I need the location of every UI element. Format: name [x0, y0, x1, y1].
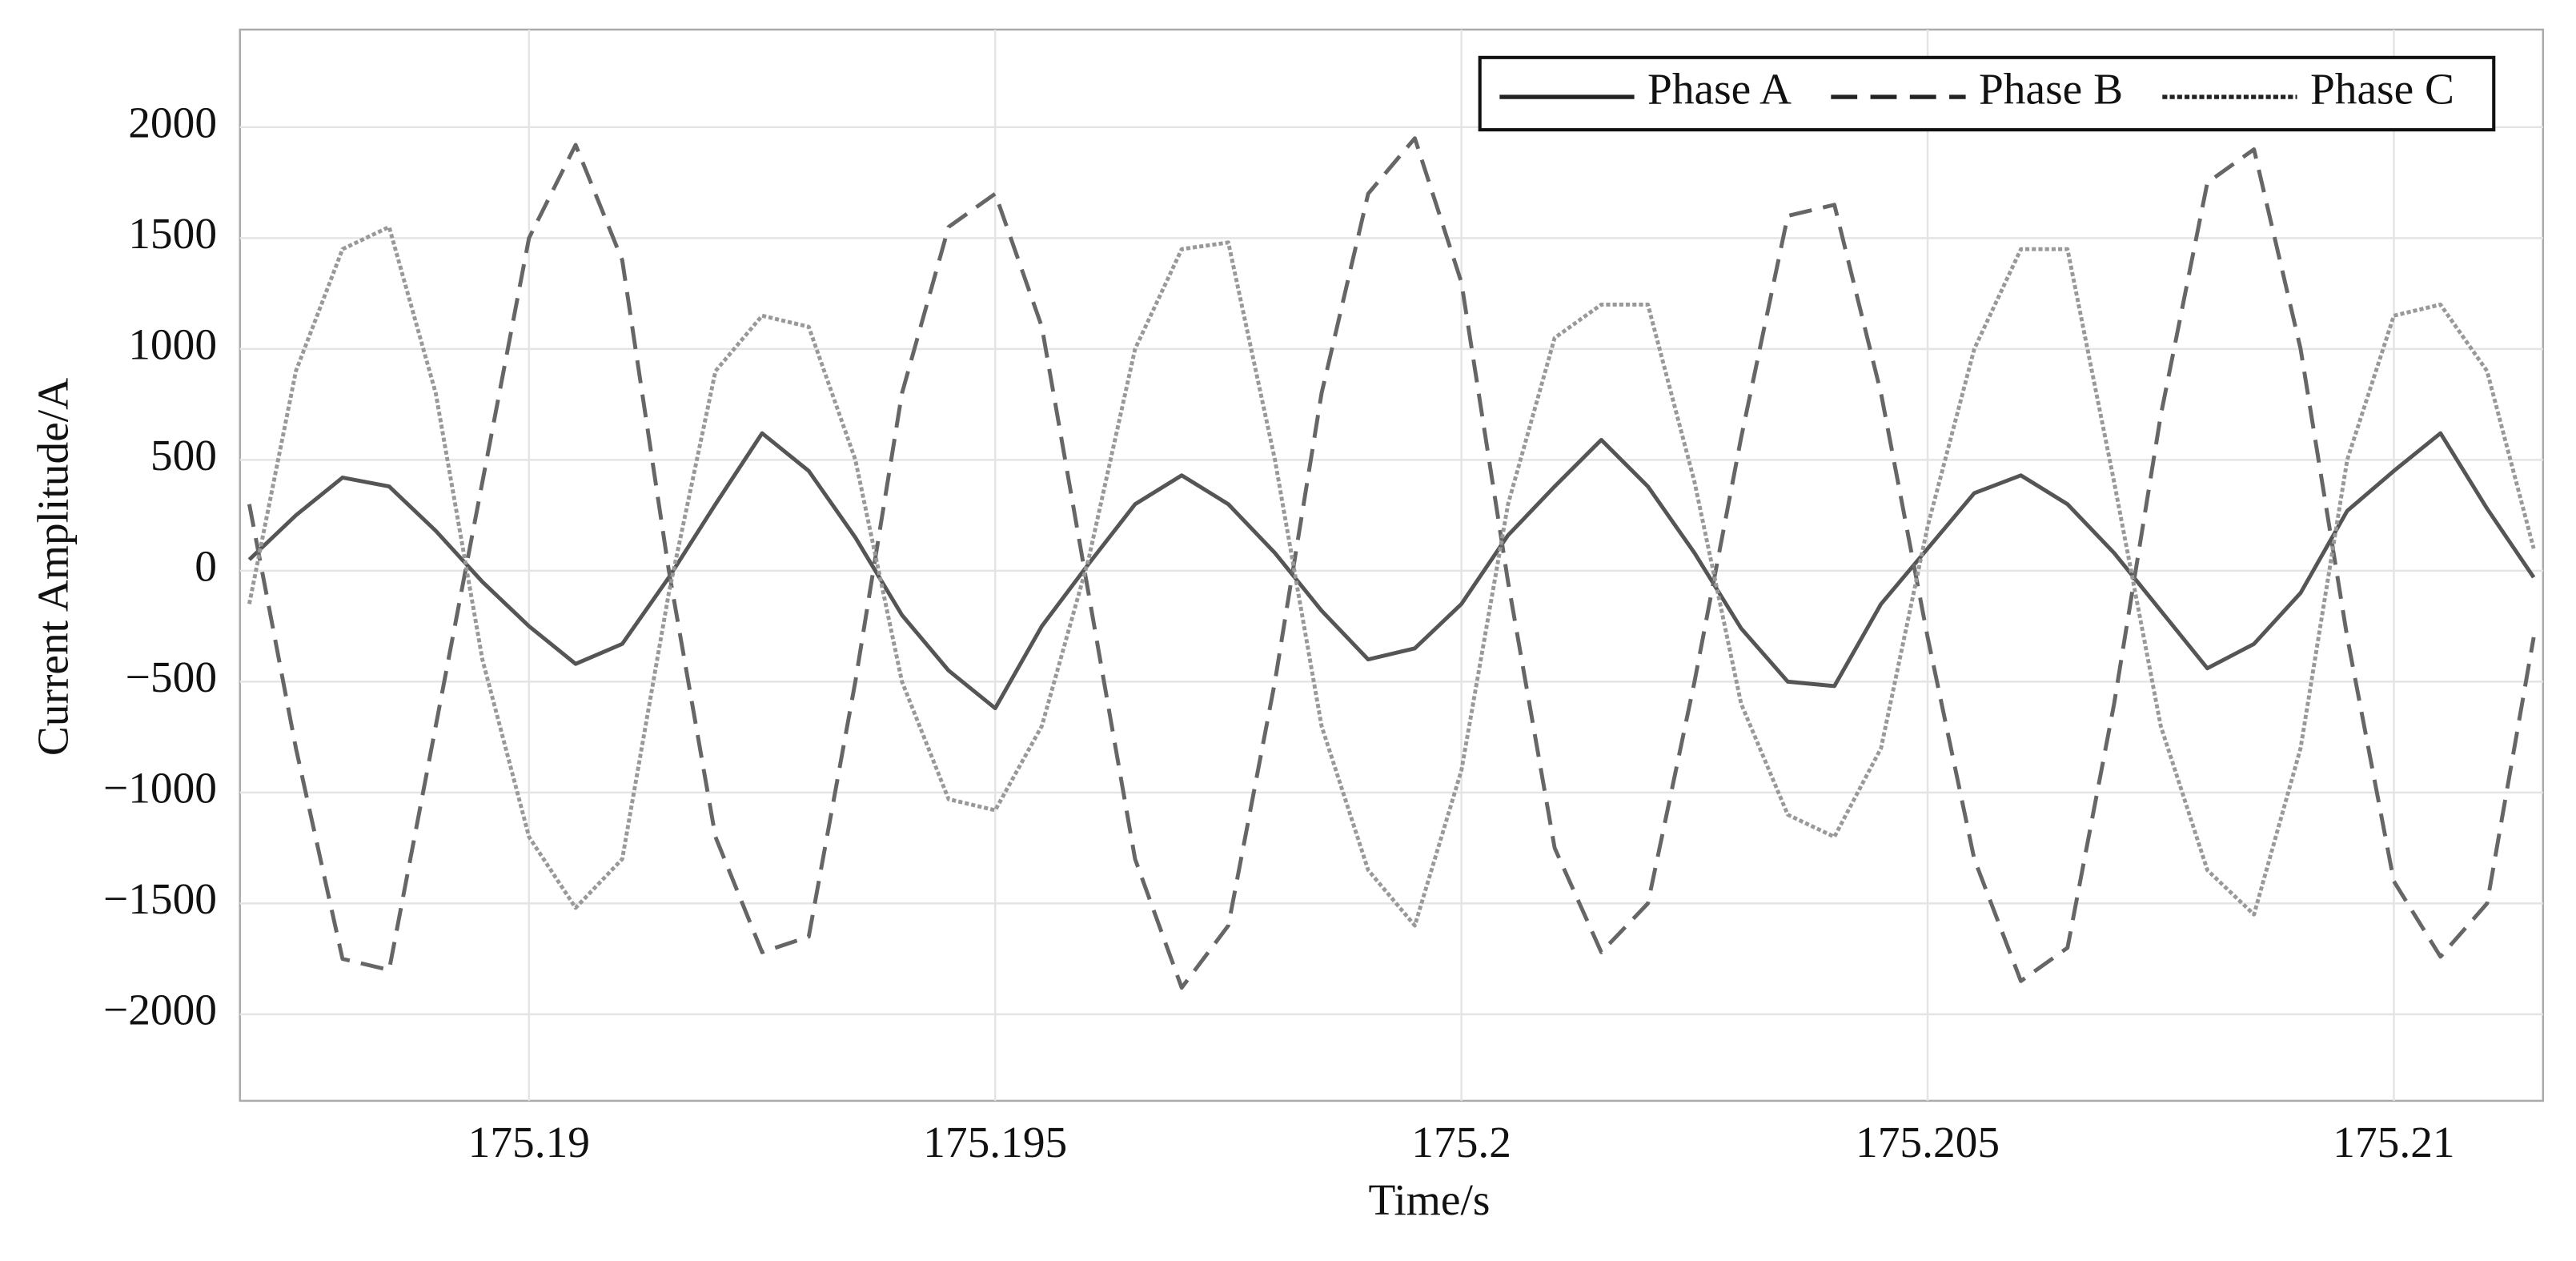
- series-line: [247, 136, 2536, 990]
- lines: [247, 136, 2536, 990]
- y-axis-label: Current Amplitude/A: [29, 378, 78, 756]
- y-tick-label: 2000: [128, 98, 217, 147]
- x-tick-label: 175.2: [1411, 1118, 1511, 1167]
- legend-label: Phase C: [2310, 65, 2454, 114]
- y-tick-label: 500: [150, 431, 217, 480]
- y-tick-label: 1500: [128, 209, 217, 258]
- y-tick-label: 0: [195, 542, 217, 591]
- x-axis-label: Time/s: [1369, 1175, 1491, 1224]
- legend-box: [1478, 55, 2496, 132]
- y-tick-label: −1000: [103, 764, 217, 813]
- series-line: [247, 225, 2536, 928]
- legend: Phase A Phase B Phase C: [1478, 55, 2496, 132]
- y-tick-label: 1000: [128, 320, 217, 369]
- series-line: [247, 431, 2536, 711]
- y-tick-label: −1500: [103, 874, 217, 923]
- legend-label: Phase A: [1647, 65, 1792, 114]
- x-tick-label: 175.195: [923, 1118, 1067, 1167]
- grid: [239, 29, 2543, 1101]
- x-tick-label: 175.19: [468, 1118, 590, 1167]
- x-tick-label: 175.21: [2333, 1118, 2454, 1167]
- plot-area: [239, 28, 2545, 1102]
- legend-label: Phase B: [1979, 65, 2123, 114]
- y-tick-label: −2000: [103, 986, 217, 1034]
- y-tick-label: −500: [126, 653, 217, 701]
- x-tick-label: 175.205: [1856, 1118, 2000, 1167]
